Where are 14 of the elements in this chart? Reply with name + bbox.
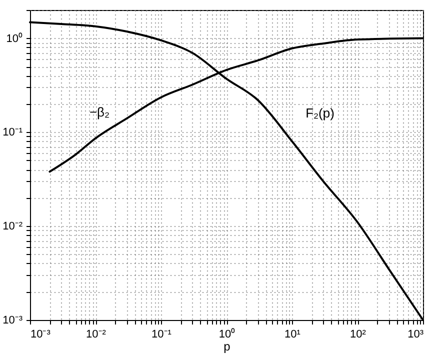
x-tick-label: 10⁰ <box>218 328 236 340</box>
x-tick-label: 10⁻¹ <box>152 328 172 340</box>
x-tick-label: 10⁻³ <box>30 328 51 340</box>
y-tick-label: 10⁻¹ <box>2 126 23 139</box>
series-label: F₂(p) <box>306 105 334 120</box>
series-label: −β₂ <box>89 104 110 120</box>
x-tick-label: 10¹ <box>284 328 301 340</box>
y-tick-label: 10⁰ <box>6 32 22 45</box>
x-tick-label: 10⁻² <box>86 328 106 340</box>
y-tick-label: 10⁻³ <box>2 314 23 326</box>
x-tick-label: 10² <box>350 328 366 340</box>
x-axis-title: p <box>224 340 231 354</box>
x-tick-label: 10³ <box>408 328 424 340</box>
y-tick-label: 10⁻² <box>2 220 23 233</box>
